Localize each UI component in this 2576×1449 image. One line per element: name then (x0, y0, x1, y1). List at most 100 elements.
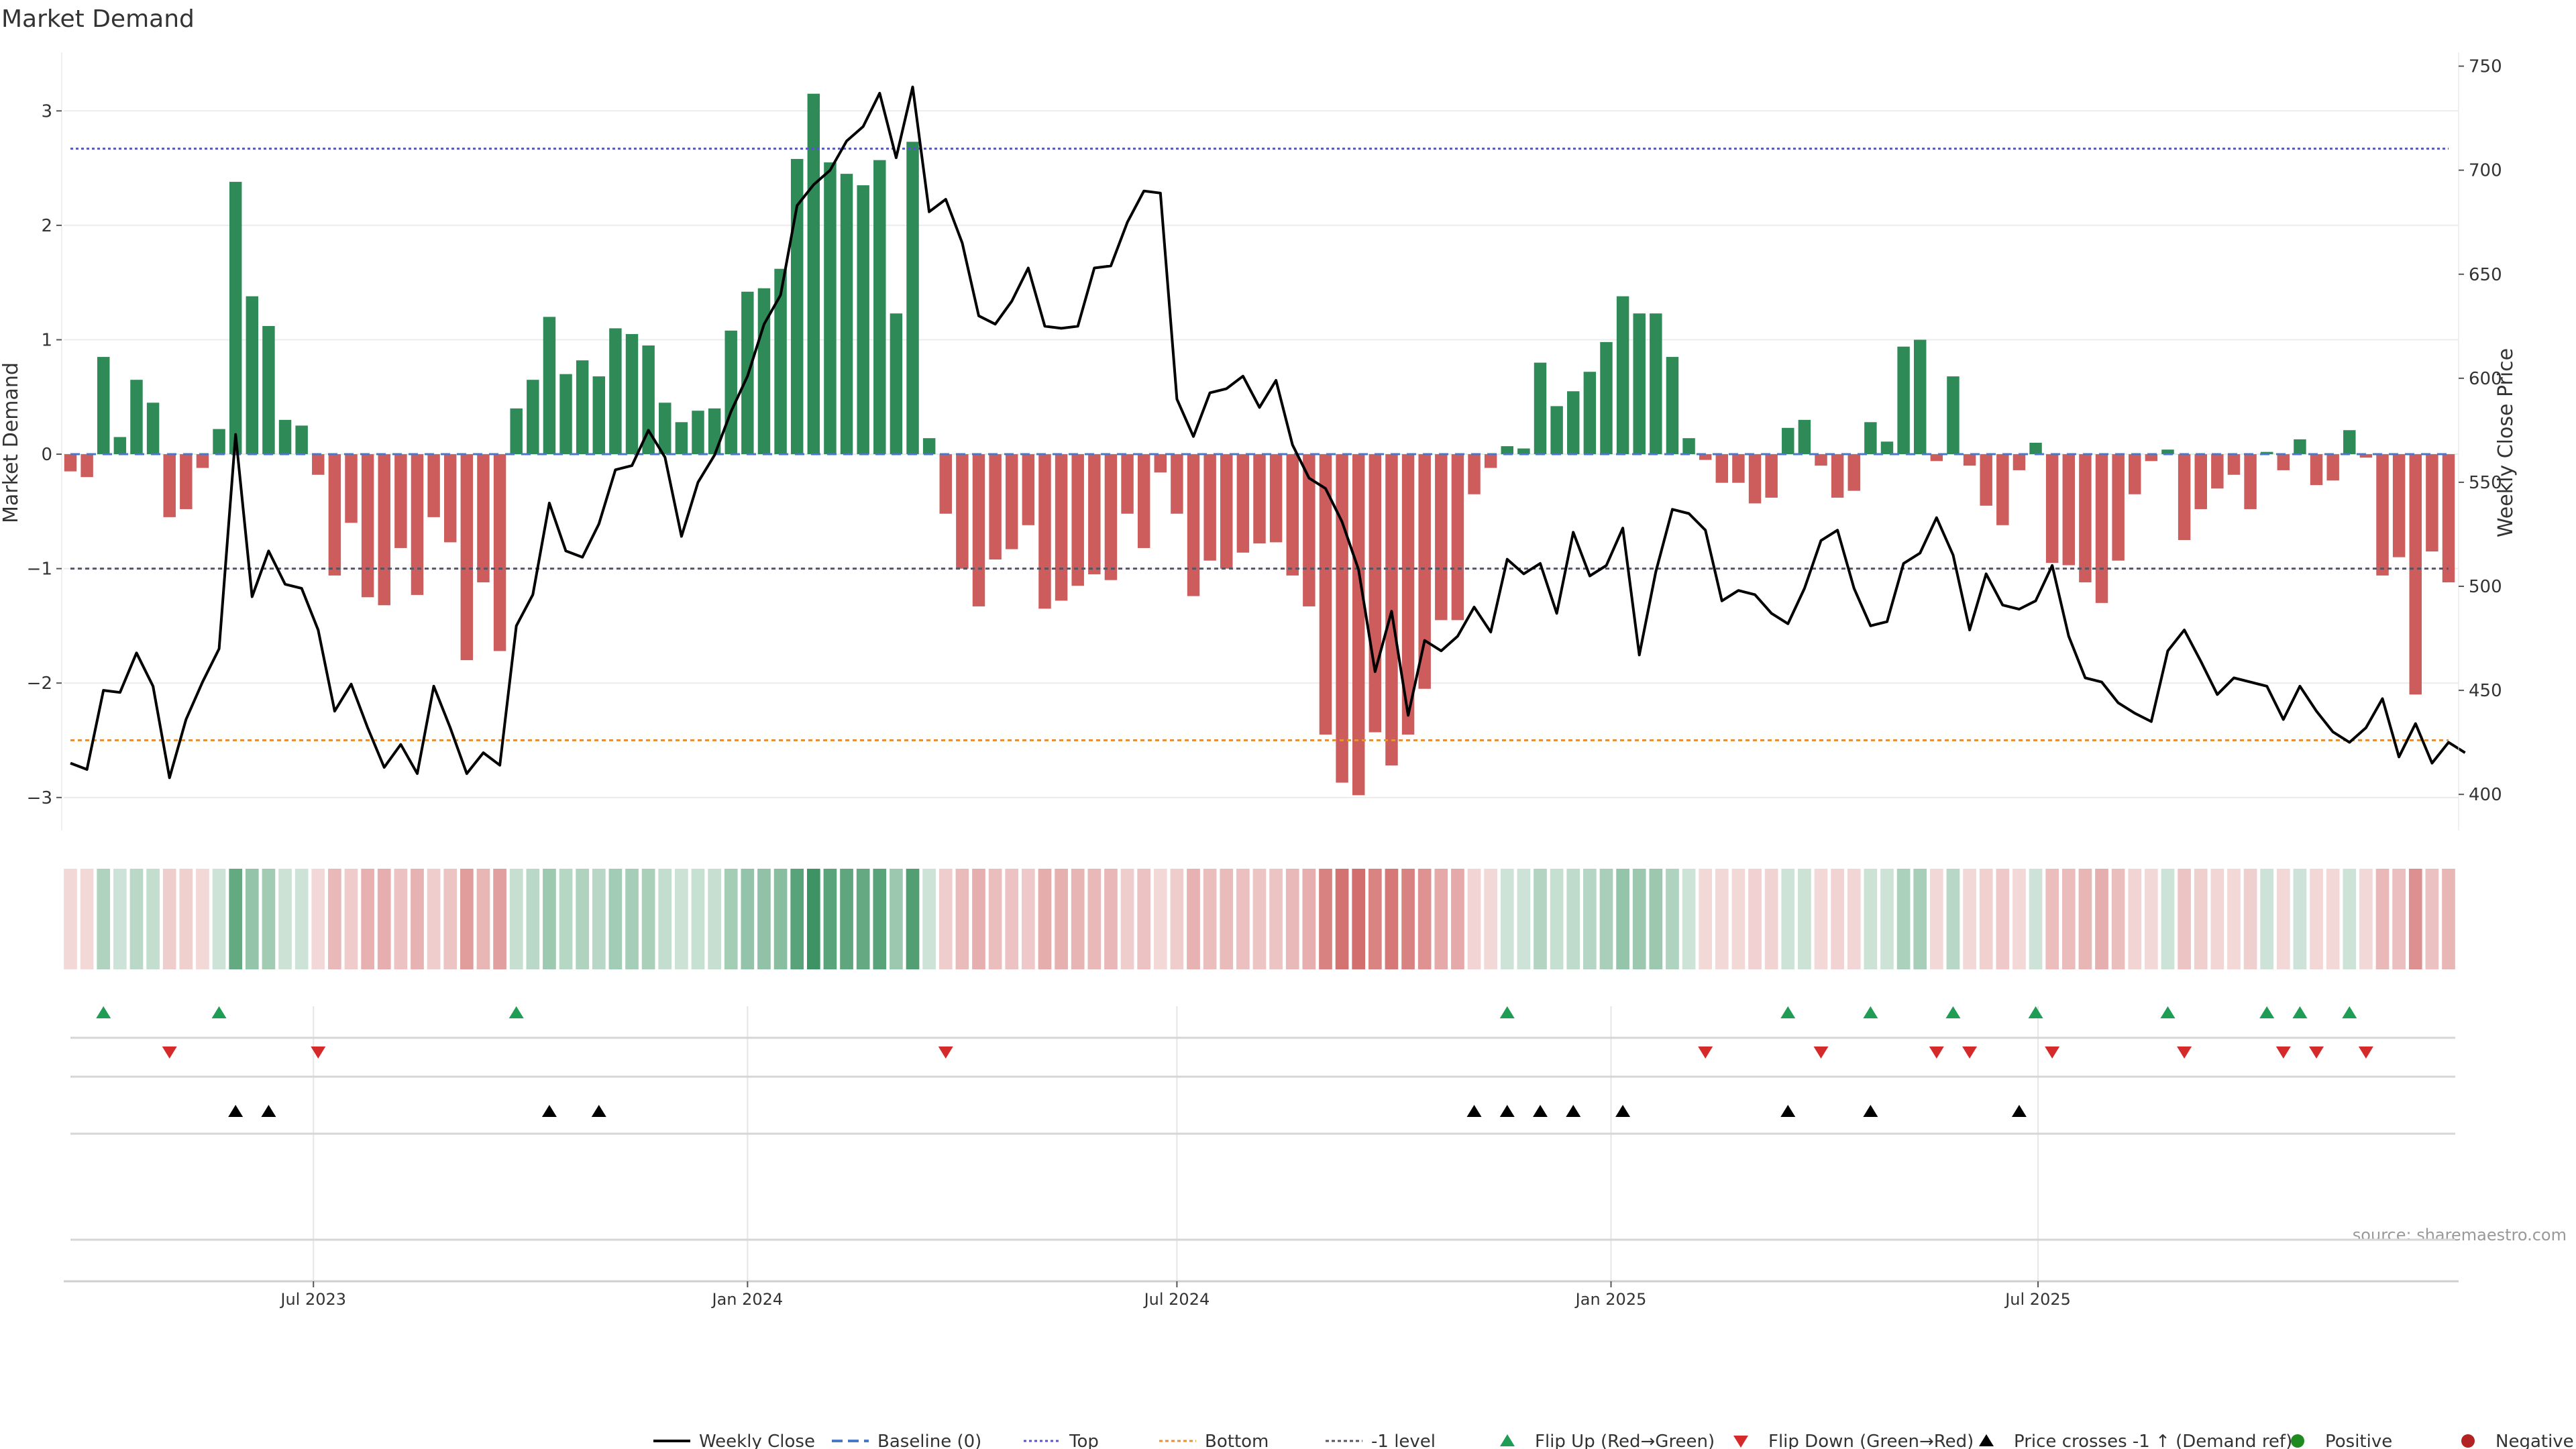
heat-cell (2111, 869, 2125, 969)
demand-bar (1583, 372, 1597, 455)
demand-bar (443, 454, 457, 543)
demand-bar (2062, 454, 2076, 566)
x-tick-label: Jan 2024 (710, 1290, 783, 1309)
demand-bars (64, 93, 2455, 796)
demand-bar (1996, 454, 2009, 525)
heat-cell (1417, 869, 1432, 969)
heat-cell (691, 869, 705, 969)
flip-down-marker (2177, 1046, 2192, 1059)
chart-title: Market Demand (1, 5, 195, 33)
heat-cell (294, 869, 309, 969)
demand-bar (378, 454, 390, 606)
demand-bar (2343, 430, 2356, 455)
heat-cell (411, 869, 424, 969)
heat-cell (1170, 869, 1184, 969)
demand-bar (1435, 454, 1448, 621)
demand-bar (2409, 454, 2422, 695)
demand-bar (1418, 454, 1431, 689)
heat-cell (2012, 869, 2026, 969)
heat-cell (559, 869, 573, 969)
demand-bar (80, 454, 93, 478)
heat-cell (1302, 869, 1316, 969)
price-line-layer (70, 85, 2466, 780)
right-tick-label: 450 (2469, 681, 2502, 701)
heat-cell (1748, 869, 1762, 969)
demand-bar (196, 454, 209, 468)
heat-cell (344, 869, 358, 969)
heat-cell (2293, 869, 2307, 969)
demand-bar (824, 162, 837, 455)
demand-bar (146, 402, 160, 455)
grid-layer (64, 110, 2459, 1281)
demand-bar (427, 454, 440, 517)
right-tick-label: 400 (2469, 785, 2502, 805)
flip-up-marker (96, 1006, 111, 1018)
heat-cell (1517, 869, 1531, 969)
heat-cell (1071, 869, 1085, 969)
heat-cell (2276, 869, 2290, 969)
demand-bar (1319, 454, 1332, 735)
heat-cell (278, 869, 292, 969)
demand-bar (1203, 454, 1216, 561)
heat-cell (972, 869, 985, 969)
legend-label: Positive (2325, 1432, 2392, 1449)
heat-cell (1798, 869, 1811, 969)
heat-cell (1368, 869, 1382, 969)
heat-cell (2078, 869, 2092, 969)
demand-bar (1550, 406, 1563, 455)
demand-bar (2129, 454, 2141, 494)
demand-bar (180, 454, 193, 509)
price-cross-marker (1615, 1105, 1631, 1117)
heat-cell (1616, 869, 1629, 969)
heat-cell (1153, 869, 1167, 969)
heat-cell (773, 869, 788, 969)
flip-down-marker (1813, 1046, 1829, 1059)
heat-cell (1203, 869, 1217, 969)
demand-bar (625, 333, 639, 455)
price-cross-marker (1466, 1105, 1482, 1117)
demand-bar (1748, 454, 1762, 504)
heat-cell (129, 869, 144, 969)
heat-cell (1632, 869, 1646, 969)
demand-bar (1930, 454, 1943, 462)
demand-bar (1071, 454, 1084, 586)
demand-bar (1831, 454, 1844, 498)
legend-label: Baseline (0) (877, 1432, 981, 1449)
heat-cell (1649, 869, 1663, 969)
x-tick-label: Jul 2023 (279, 1290, 346, 1309)
x-tick-label: Jul 2024 (1143, 1290, 1210, 1309)
demand-bar (1385, 454, 1398, 766)
demand-bar (527, 380, 539, 455)
heat-cell (1731, 869, 1746, 969)
flip-up-marker (508, 1006, 524, 1018)
legend-label: Negative (2496, 1432, 2574, 1449)
heat-cell (245, 869, 259, 969)
heat-cell (229, 869, 243, 969)
heat-cell (2045, 869, 2059, 969)
heat-cell (840, 869, 853, 969)
flip-up-marker (2160, 1006, 2176, 1018)
demand-bar (1616, 296, 1629, 455)
heat-cell (1715, 869, 1729, 969)
heat-cell (873, 869, 887, 969)
heat-cell (113, 869, 127, 969)
heat-cell (1220, 869, 1234, 969)
heat-cell (906, 869, 920, 969)
legend-swatch-price-cross (1979, 1434, 1994, 1446)
heat-cell (377, 869, 391, 969)
heat-cell (1104, 869, 1118, 969)
heat-cell (2260, 869, 2274, 969)
flip-up-marker (1780, 1006, 1796, 1018)
heat-cell (625, 869, 639, 969)
heat-cell (2145, 869, 2158, 969)
heat-cell (1319, 869, 1332, 969)
demand-bar (64, 454, 77, 472)
demand-bar (1137, 454, 1150, 548)
demand-bar (1897, 346, 1910, 455)
y-axis-right-label: Weekly Close Price (2494, 348, 2518, 537)
flip-down-marker (311, 1046, 326, 1059)
legend-label: Bottom (1205, 1432, 1269, 1449)
price-cross-marker (1499, 1105, 1515, 1117)
flip-down-marker (2275, 1046, 2291, 1059)
legend-swatch-flip-down (1733, 1436, 1748, 1448)
